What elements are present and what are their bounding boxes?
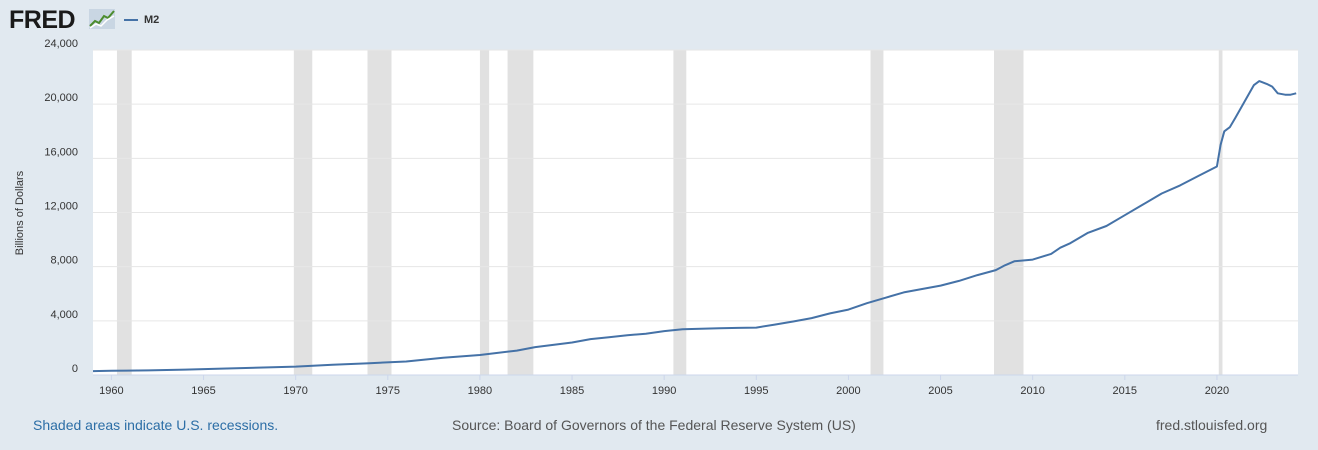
legend-swatch [124,19,138,21]
x-tick-label: 2020 [1205,385,1229,397]
x-tick-label: 2015 [1113,385,1137,397]
x-tick-label: 2000 [836,385,860,397]
site-link[interactable]: fred.stlouisfed.org [1156,417,1268,433]
recession-note-link[interactable]: Shaded areas indicate U.S. recessions. [33,417,279,433]
line-chart[interactable]: 0 4,000 8,000 12,000 16,000 20,000 24,000 1960… [0,0,1318,410]
x-tick-label: 1990 [652,385,676,397]
legend[interactable]: M2 [124,12,159,28]
y-tick-label: 8,000 [50,255,78,267]
series-line-m2[interactable] [92,80,1297,373]
y-tick-label: 0 [72,363,78,375]
x-tick-label: 1970 [283,385,307,397]
x-tick-label: 2010 [1020,385,1044,397]
x-tick-label: 2005 [928,385,952,397]
source-text: Source: Board of Governors of the Federa… [452,417,856,433]
y-tick-label: 20,000 [44,92,78,104]
x-tick-label: 1965 [191,385,215,397]
series-layer [92,80,1297,373]
y-tick-label: 16,000 [44,146,78,158]
y-axis-title: Billions of Dollars [14,170,26,255]
legend-label-m2: M2 [144,14,160,26]
y-tick-label: 12,000 [44,201,78,213]
logo-graph-icon [89,9,115,29]
x-tick-label: 1985 [560,385,584,397]
x-axis: 1960 1965 1970 1975 1980 1985 1990 1995 2000 2005… [93,374,1298,397]
x-tick-label: 1975 [376,385,400,397]
fred-logo[interactable]: FRED [9,6,76,34]
y-axis: 0 4,000 8,000 12,000 16,000 20,000 24,000 [44,38,78,375]
y-tick-label: 24,000 [44,38,78,50]
x-tick-label: 1960 [99,385,123,397]
y-tick-label: 4,000 [50,309,78,321]
chart-header: FRED M2 [0,0,1318,40]
x-tick-label: 1980 [468,385,492,397]
x-tick-label: 1995 [744,385,768,397]
